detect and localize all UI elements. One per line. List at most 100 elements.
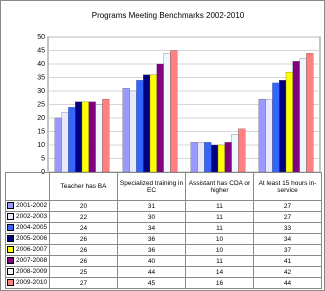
bar — [129, 90, 137, 173]
x-tick-label: Teacher has BA — [49, 172, 118, 201]
table-value: 27 — [253, 200, 322, 212]
table-value-text: 44 — [283, 279, 292, 287]
table-value: 40 — [117, 255, 186, 267]
legend-label: 2007-2008 — [16, 257, 48, 265]
table-value: 37 — [253, 244, 322, 256]
legend-label: 2002-2003 — [16, 213, 48, 221]
table-value: 26 — [49, 255, 118, 267]
table-value: 11 — [185, 222, 254, 234]
x-tick-label-text: At least 15 hours in-service — [258, 179, 317, 194]
table-value-text: 31 — [147, 202, 156, 210]
bar — [122, 88, 130, 173]
table-value: 11 — [185, 200, 254, 212]
table-value: 10 — [185, 233, 254, 245]
x-tick-label: Specialized training in EC — [117, 172, 186, 201]
bar — [170, 50, 178, 173]
y-tick-label: 50 — [37, 34, 45, 41]
x-tick-label-text: Assistant has CDA or higher — [188, 179, 251, 194]
legend-key — [7, 279, 14, 287]
bar — [143, 74, 151, 173]
legend-entry: 2007-2008 — [5, 255, 50, 267]
table-row: 2002-2003 22 30 11 27 — [5, 211, 322, 223]
legend-entry: 2008-2009 — [5, 266, 50, 278]
table-value: 25 — [49, 266, 118, 278]
table-row: 2009-2010 27 45 16 44 — [5, 277, 322, 289]
legend-label: 2008-2009 — [16, 268, 48, 276]
bar — [258, 98, 266, 173]
table-value: 14 — [185, 266, 254, 278]
bar — [156, 63, 164, 173]
legend-entry: 2006-2007 — [5, 244, 50, 256]
legend-key — [7, 213, 14, 221]
bar — [211, 144, 219, 173]
y-tick-label: 45 — [37, 47, 45, 54]
legend-key — [7, 202, 14, 210]
table-value-text: 25 — [79, 268, 88, 276]
table-value-text: 26 — [79, 257, 88, 265]
bar — [204, 142, 212, 173]
table-value-text: 30 — [147, 213, 156, 221]
table-value-text: 36 — [147, 246, 156, 254]
bar — [279, 80, 287, 173]
table-value-text: 22 — [79, 213, 88, 221]
table-value-text: 34 — [283, 235, 292, 243]
table-value-text: 34 — [147, 224, 156, 232]
legend-key — [7, 246, 14, 254]
legend-label: 2005-2006 — [16, 235, 48, 243]
table-value-text: 36 — [147, 235, 156, 243]
table-value: 11 — [185, 211, 254, 223]
legend-label: 2009-2010 — [16, 279, 48, 287]
table-value: 41 — [253, 255, 322, 267]
legend-key — [7, 268, 14, 276]
table-value: 24 — [49, 222, 118, 234]
table-row: 2004-2005 24 34 11 33 — [5, 222, 322, 234]
bar — [95, 104, 103, 173]
y-tick-label: 25 — [37, 101, 45, 108]
table-value: 26 — [49, 244, 118, 256]
bar — [75, 101, 83, 173]
table-value: 27 — [49, 277, 118, 289]
table-value-text: 37 — [283, 246, 292, 254]
bar — [54, 117, 62, 173]
bar — [231, 134, 239, 173]
bar — [68, 107, 76, 173]
legend-entry: 2009-2010 — [5, 277, 50, 289]
bar — [299, 58, 307, 173]
table-value: 10 — [185, 244, 254, 256]
x-tick-label-text: Teacher has BA — [60, 183, 107, 190]
table-value: 33 — [253, 222, 322, 234]
legend-entry: 2002-2003 — [5, 211, 50, 223]
table-value: 22 — [49, 211, 118, 223]
table-value: 34 — [253, 233, 322, 245]
table-value-text: 41 — [283, 257, 292, 265]
table-value-text: 24 — [79, 224, 88, 232]
y-tick-label: 35 — [37, 74, 45, 81]
table-value-text: 10 — [215, 246, 224, 254]
table-value-text: 16 — [215, 279, 224, 287]
y-tick-label: 15 — [37, 128, 45, 135]
table-value-text: 11 — [216, 257, 223, 265]
table-value-text: 20 — [79, 202, 88, 210]
bar — [102, 98, 110, 173]
table-value: 30 — [117, 211, 186, 223]
table-value-text: 44 — [147, 268, 156, 276]
bar — [61, 112, 69, 173]
table-row: 2001-2002 20 31 11 27 — [5, 200, 322, 212]
legend-label: 2006-2007 — [16, 246, 48, 254]
legend-entry: 2005-2006 — [5, 233, 50, 245]
table-value-text: 27 — [79, 279, 88, 287]
y-tick-label: 10 — [37, 142, 45, 149]
x-tick-label: Assistant has CDA or higher — [185, 172, 254, 201]
y-tick-label: 20 — [37, 115, 45, 122]
bar — [163, 53, 171, 173]
table-value: 26 — [49, 233, 118, 245]
table-value: 34 — [117, 222, 186, 234]
table-value-text: 14 — [215, 268, 224, 276]
table-row: 2005-2006 26 36 10 34 — [5, 233, 322, 245]
table-value: 44 — [117, 266, 186, 278]
table-value-text: 27 — [283, 213, 292, 221]
bar — [292, 61, 300, 173]
bar — [197, 142, 205, 173]
table-value: 31 — [117, 200, 186, 212]
